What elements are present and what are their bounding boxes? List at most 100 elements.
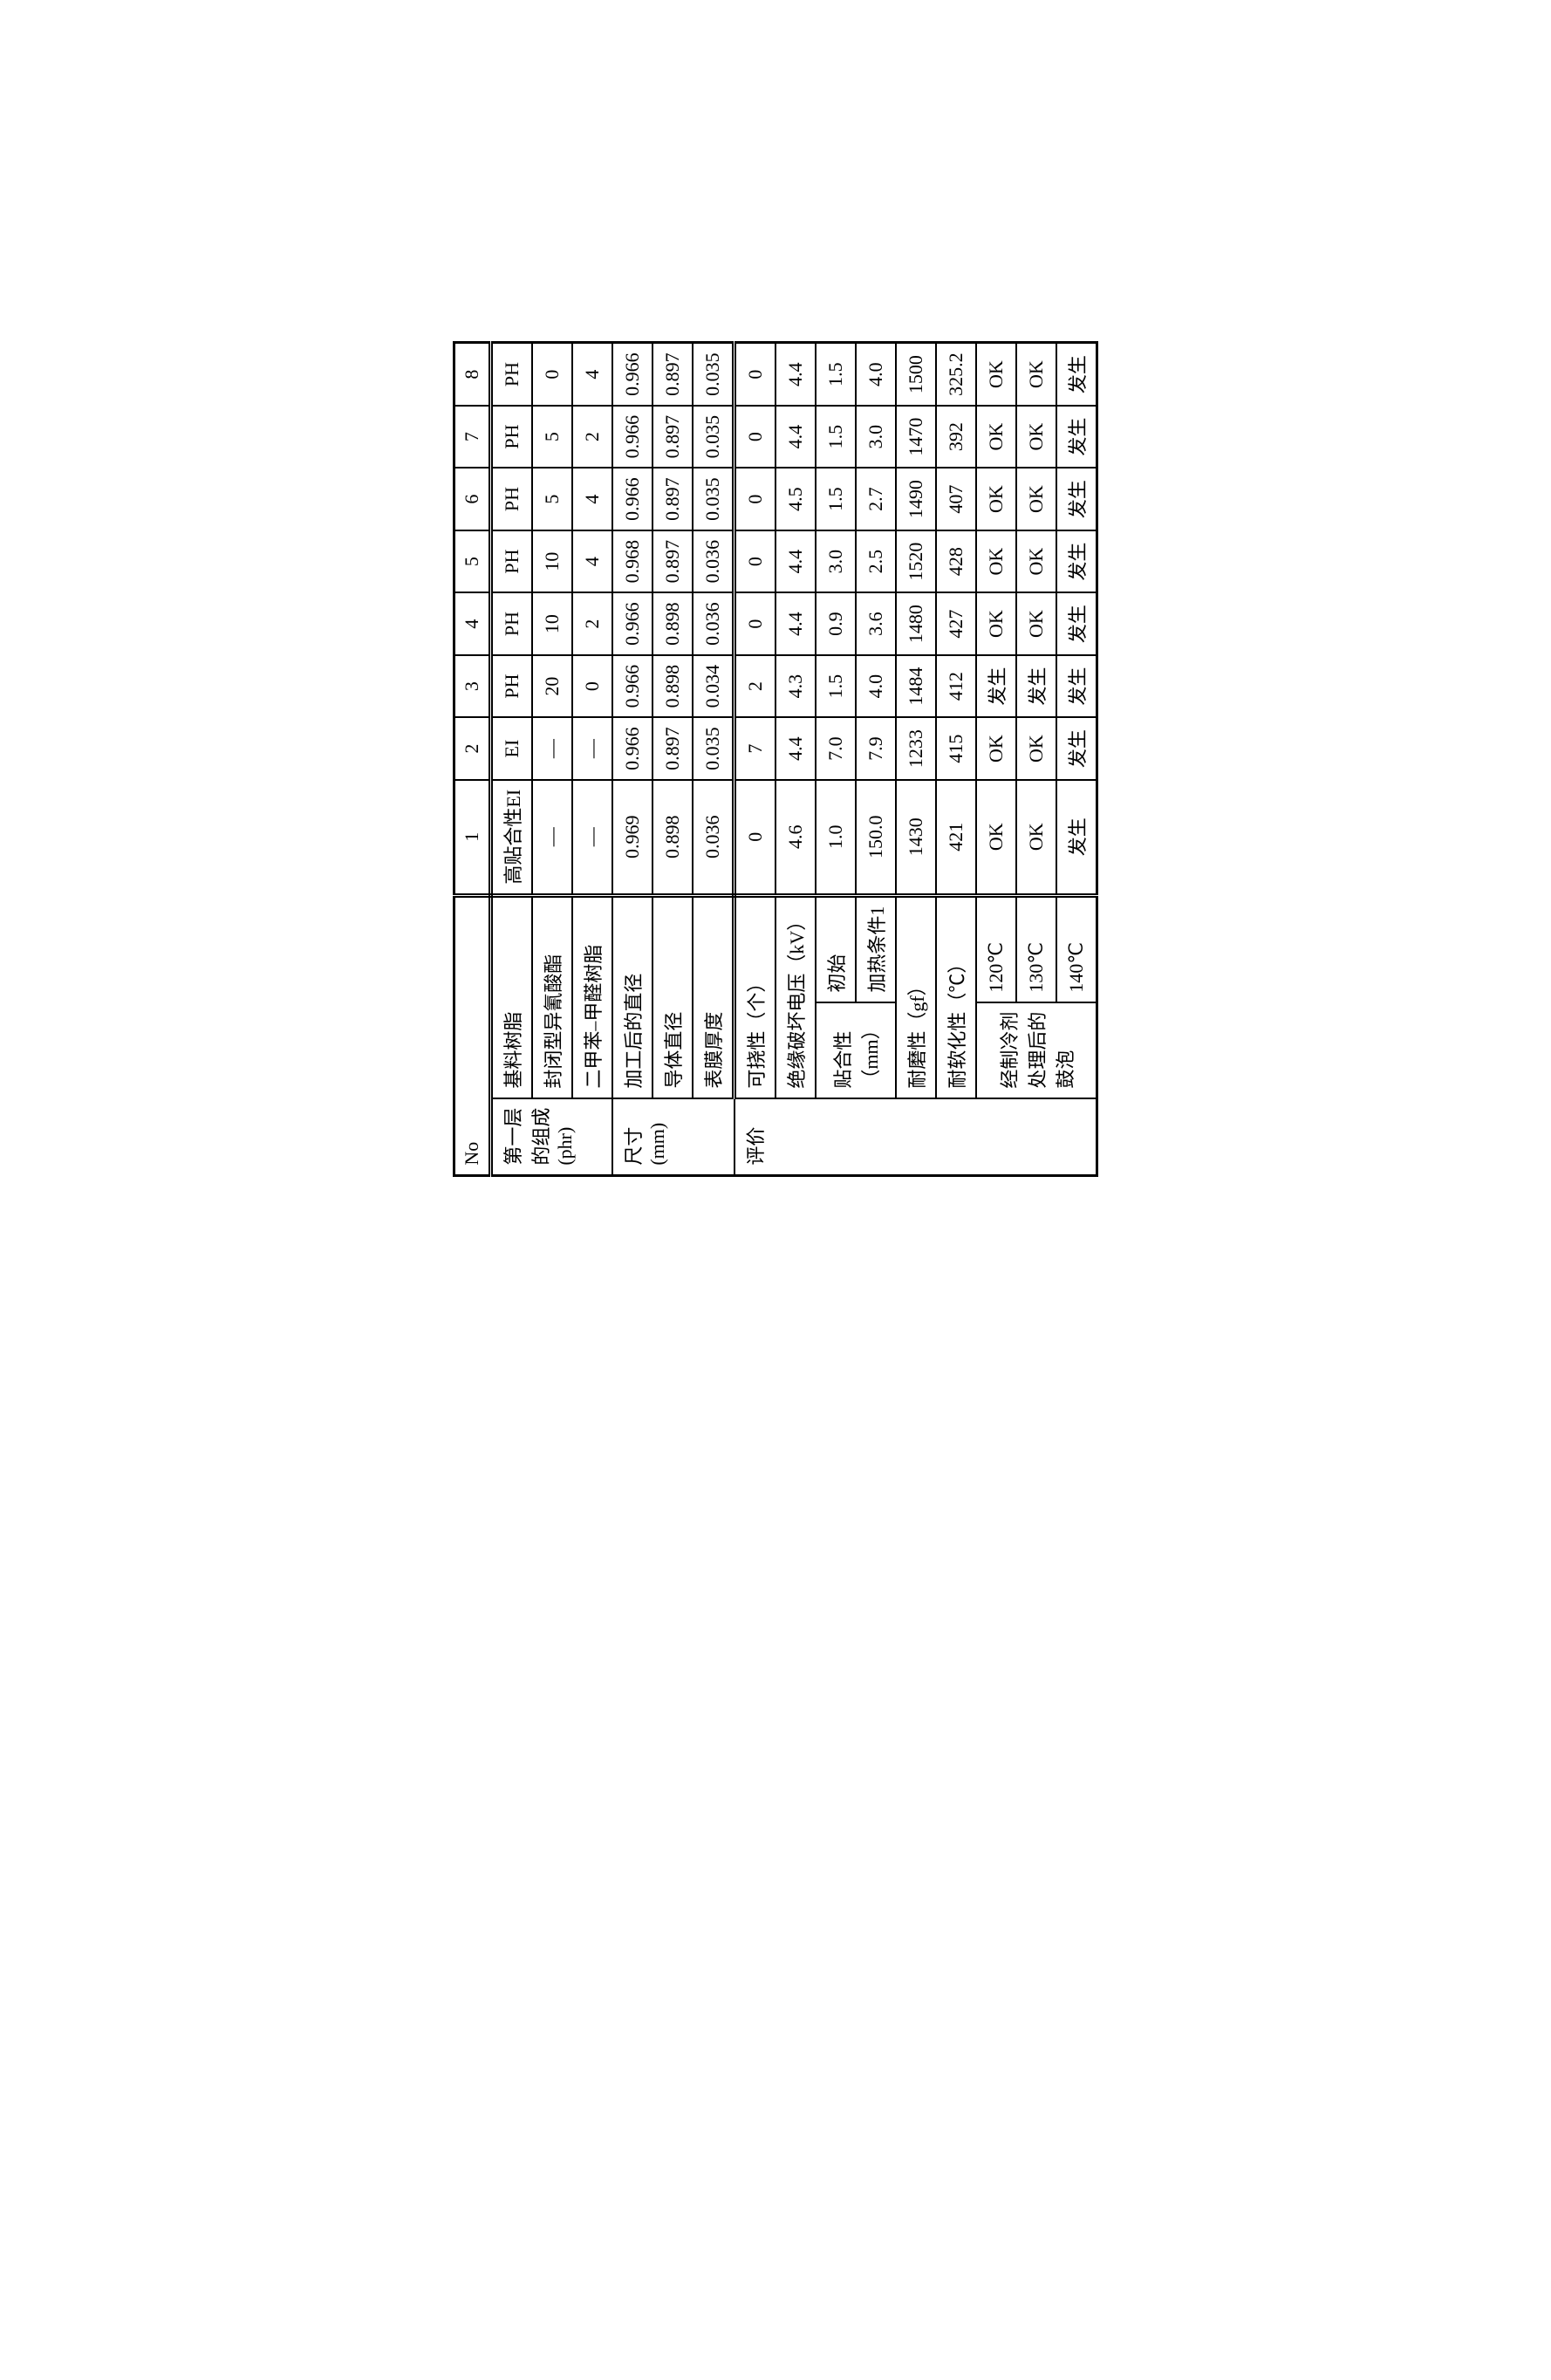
cell: —	[532, 717, 572, 780]
cell: PH	[491, 530, 533, 593]
row-flex-label: 可挠性（个）	[735, 895, 776, 1098]
cell: 1233	[896, 717, 936, 780]
cell: 7.9	[856, 717, 896, 780]
cell: 发生	[1056, 343, 1097, 406]
cell: 1.5	[816, 406, 856, 468]
cell: 4.4	[776, 406, 816, 468]
cell: 2	[572, 406, 612, 468]
section-evaluation: 评价	[735, 1098, 1097, 1176]
col-2: 2	[454, 717, 491, 780]
cell: PH	[491, 406, 533, 468]
cell: 0.898	[653, 655, 693, 718]
cell: 0	[572, 655, 612, 718]
row-postdia-label: 加工后的直径	[612, 895, 653, 1098]
col-5: 5	[454, 530, 491, 593]
cell: 0.966	[612, 592, 653, 655]
cell: PH	[491, 343, 533, 406]
data-table: No 1 2 3 4 5 6 7 8 第一层 的组成 (phr) 基料树脂 高贴…	[453, 341, 1098, 1176]
cell: 4.4	[776, 530, 816, 593]
cell: 0	[532, 343, 572, 406]
col-7: 7	[454, 406, 491, 468]
cell: 7	[735, 717, 776, 780]
col-1: 1	[454, 780, 491, 895]
header-no: No	[454, 895, 491, 1175]
cell: OK	[1016, 530, 1056, 593]
cell: 325.2	[936, 343, 976, 406]
cell: 3.0	[856, 406, 896, 468]
section-composition: 第一层 的组成 (phr)	[491, 1098, 613, 1176]
cell: 0	[735, 530, 776, 593]
cell: 0	[735, 343, 776, 406]
cell: 4.5	[776, 468, 816, 530]
cell: 0.897	[653, 406, 693, 468]
cell: 发生	[1056, 530, 1097, 593]
cell: OK	[976, 530, 1016, 593]
cell: 7.0	[816, 717, 856, 780]
cell: 0.897	[653, 717, 693, 780]
row-soft-label: 耐软化性（℃）	[936, 895, 976, 1098]
cell: 0.898	[653, 592, 693, 655]
cell: 0.9	[816, 592, 856, 655]
cell: 0.966	[612, 343, 653, 406]
cell: 1.5	[816, 343, 856, 406]
cell: —	[532, 780, 572, 895]
cell: 1500	[896, 343, 936, 406]
cell: 2.5	[856, 530, 896, 593]
row-xy-label: 二甲苯–甲醛树脂	[572, 895, 612, 1098]
cell: 2	[572, 592, 612, 655]
cell: 1490	[896, 468, 936, 530]
cell: 1430	[896, 780, 936, 895]
cell: OK	[976, 592, 1016, 655]
cell: 10	[532, 530, 572, 593]
cell: 0.036	[693, 592, 735, 655]
row-conddia-label: 导体直径	[653, 895, 693, 1098]
cell: EI	[491, 717, 533, 780]
cell: 0.897	[653, 468, 693, 530]
cell: 415	[936, 717, 976, 780]
cell: 427	[936, 592, 976, 655]
cell: 发生	[976, 655, 1016, 718]
cell: 发生	[1056, 468, 1097, 530]
cell: 392	[936, 406, 976, 468]
cell: PH	[491, 468, 533, 530]
cell: 发生	[1016, 655, 1056, 718]
col-3: 3	[454, 655, 491, 718]
cell: 20	[532, 655, 572, 718]
cell: 0.034	[693, 655, 735, 718]
cell: 0	[735, 468, 776, 530]
row-adh-init-label: 初始	[816, 895, 856, 1002]
cell: OK	[1016, 406, 1056, 468]
cell: 10	[532, 592, 572, 655]
cell: 发生	[1056, 655, 1097, 718]
col-4: 4	[454, 592, 491, 655]
cell: 5	[532, 406, 572, 468]
row-film-label: 表膜厚度	[693, 895, 735, 1098]
cell: 407	[936, 468, 976, 530]
cell: 0.035	[693, 343, 735, 406]
cell: 4.0	[856, 655, 896, 718]
cell: 0.969	[612, 780, 653, 895]
cell: 0.035	[693, 468, 735, 530]
cell: 0.966	[612, 468, 653, 530]
row-base-label: 基料树脂	[491, 895, 533, 1098]
cell: 5	[532, 468, 572, 530]
col-6: 6	[454, 468, 491, 530]
cell: 0.966	[612, 717, 653, 780]
cell: OK	[976, 780, 1016, 895]
cell: OK	[976, 468, 1016, 530]
row-t130-label: 130℃	[1016, 895, 1056, 1002]
cell: 4.0	[856, 343, 896, 406]
cell: OK	[1016, 592, 1056, 655]
cell: 高贴合性EI	[491, 780, 533, 895]
cell: OK	[1016, 468, 1056, 530]
cell: 0.898	[653, 780, 693, 895]
cell: 4	[572, 468, 612, 530]
cell: 0.897	[653, 343, 693, 406]
cell: 发生	[1056, 780, 1097, 895]
cell: OK	[1016, 780, 1056, 895]
row-abr-label: 耐磨性（gf）	[896, 895, 936, 1098]
row-adh-heat-label: 加热条件1	[856, 895, 896, 1002]
cell: 0	[735, 592, 776, 655]
cell: 1.5	[816, 655, 856, 718]
cell: 发生	[1056, 406, 1097, 468]
